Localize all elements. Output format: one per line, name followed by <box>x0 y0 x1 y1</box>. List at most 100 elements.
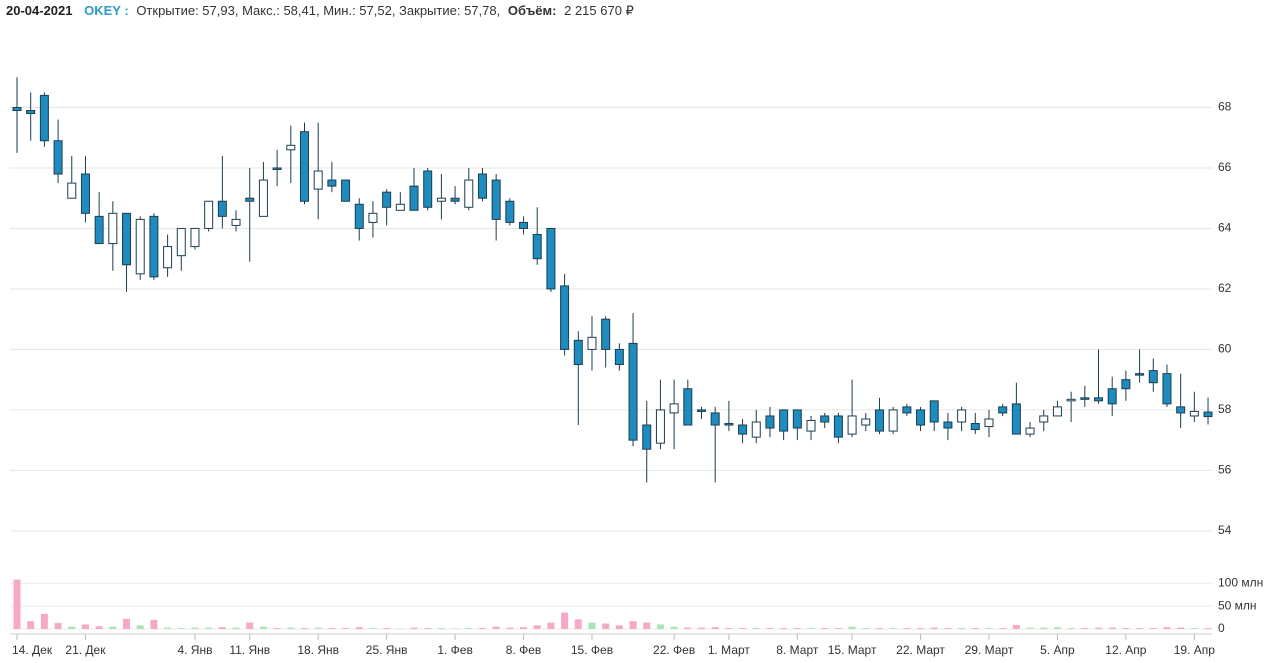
x-tick-label: 4. Янв <box>177 643 212 657</box>
y-tick-label: 60 <box>1218 342 1232 356</box>
candle-body <box>738 424 748 435</box>
volume-bar <box>766 628 774 629</box>
volume-bar <box>506 627 514 629</box>
candle-body <box>697 409 706 412</box>
volume-bar <box>465 628 473 629</box>
candle-body <box>998 406 1008 414</box>
candle-body <box>683 388 693 426</box>
x-tick-label: 22. Фев <box>653 643 695 657</box>
volume-bar <box>739 628 747 629</box>
candle-body <box>724 423 734 426</box>
candle-body <box>957 409 967 423</box>
volume-bar <box>177 628 185 629</box>
volume-bar <box>150 619 158 629</box>
candle-body <box>217 200 227 217</box>
candle-body <box>409 185 419 211</box>
volume-bar <box>533 625 541 629</box>
volume-bar <box>574 619 582 629</box>
volume-bar <box>218 627 226 629</box>
volume-bar <box>917 628 925 629</box>
x-tick-label: 15. Фев <box>571 643 613 657</box>
candle-body <box>1162 373 1172 405</box>
volume-bar <box>807 628 815 629</box>
volume-bar <box>1081 628 1089 629</box>
x-tick-label: 19. Апр <box>1174 643 1216 657</box>
candle-body <box>847 415 857 435</box>
y-tick-label: 66 <box>1218 160 1232 174</box>
candle-body <box>546 227 556 290</box>
candle-body <box>1025 427 1035 435</box>
x-tick-label: 14. Дек <box>12 643 53 657</box>
candle-body <box>765 415 775 429</box>
volume-bar <box>958 628 966 629</box>
volume-bar <box>752 628 760 629</box>
candle-body <box>190 227 200 248</box>
candle-body <box>436 197 446 202</box>
volume-bar <box>40 613 48 629</box>
volume-bar <box>164 627 172 629</box>
candle-body <box>423 170 433 208</box>
candle-body <box>341 179 351 202</box>
volume-bar <box>13 579 21 629</box>
volume-bar <box>287 627 295 629</box>
volume-bar <box>300 628 308 629</box>
candle-body <box>286 144 296 151</box>
volume-bar <box>985 628 993 629</box>
candle-body <box>505 200 515 223</box>
candle-body <box>12 106 22 112</box>
volume-bar <box>1095 627 1103 629</box>
volume-bar <box>369 628 377 629</box>
candle-body <box>53 140 63 175</box>
volume-bar <box>656 624 664 629</box>
x-tick-label: 22. Март <box>896 643 945 657</box>
candle-body <box>491 179 501 220</box>
candle-body <box>519 221 529 229</box>
volume-bar <box>1163 627 1171 629</box>
volume-bar <box>424 628 432 629</box>
volume-bar <box>68 626 76 629</box>
candle-body <box>1121 379 1131 390</box>
candle-body <box>833 415 843 438</box>
volume-bar <box>246 622 254 629</box>
volume-bar <box>355 627 363 629</box>
candle-body <box>354 203 364 229</box>
volume-bar <box>1149 628 1157 629</box>
volume-bar <box>1040 627 1048 629</box>
candle-body <box>1094 397 1104 402</box>
candle-body <box>149 215 159 278</box>
candle-body <box>601 318 611 350</box>
volume-tick-label: 0 <box>1218 621 1225 635</box>
volume-bar <box>848 626 856 629</box>
candle-body <box>176 227 186 257</box>
candle-body <box>874 409 884 432</box>
candle-body <box>1148 370 1158 384</box>
candle-body <box>39 94 49 142</box>
x-tick-label: 8. Март <box>776 643 819 657</box>
volume-bar <box>191 627 199 629</box>
candle-body <box>80 173 90 214</box>
volume-tick-label: 50 млн <box>1218 598 1257 612</box>
y-tick-label: 58 <box>1218 402 1232 416</box>
candle-body <box>1052 406 1062 417</box>
volume-bar <box>1012 624 1020 629</box>
volume-bar <box>698 627 705 629</box>
y-tick-label: 64 <box>1218 221 1232 235</box>
volume-bar <box>328 628 336 629</box>
volume-bar <box>383 628 391 629</box>
volume-bar <box>314 627 322 629</box>
x-tick-label: 15. Март <box>828 643 877 657</box>
candle-body <box>163 246 173 269</box>
candle-body <box>1189 410 1199 417</box>
volume-bar <box>232 627 240 629</box>
volume-bar <box>1136 628 1144 629</box>
x-tick-label: 25. Янв <box>366 643 408 657</box>
candle-body <box>67 182 77 199</box>
candle-body <box>1176 406 1186 414</box>
volume-bar <box>478 628 486 629</box>
volume-tick-label: 100 млн <box>1218 575 1263 589</box>
candle-body <box>642 424 652 450</box>
volume-bar <box>793 628 801 629</box>
candle-body <box>792 409 802 429</box>
volume-bar <box>123 618 131 629</box>
volume-bar <box>1204 628 1212 629</box>
